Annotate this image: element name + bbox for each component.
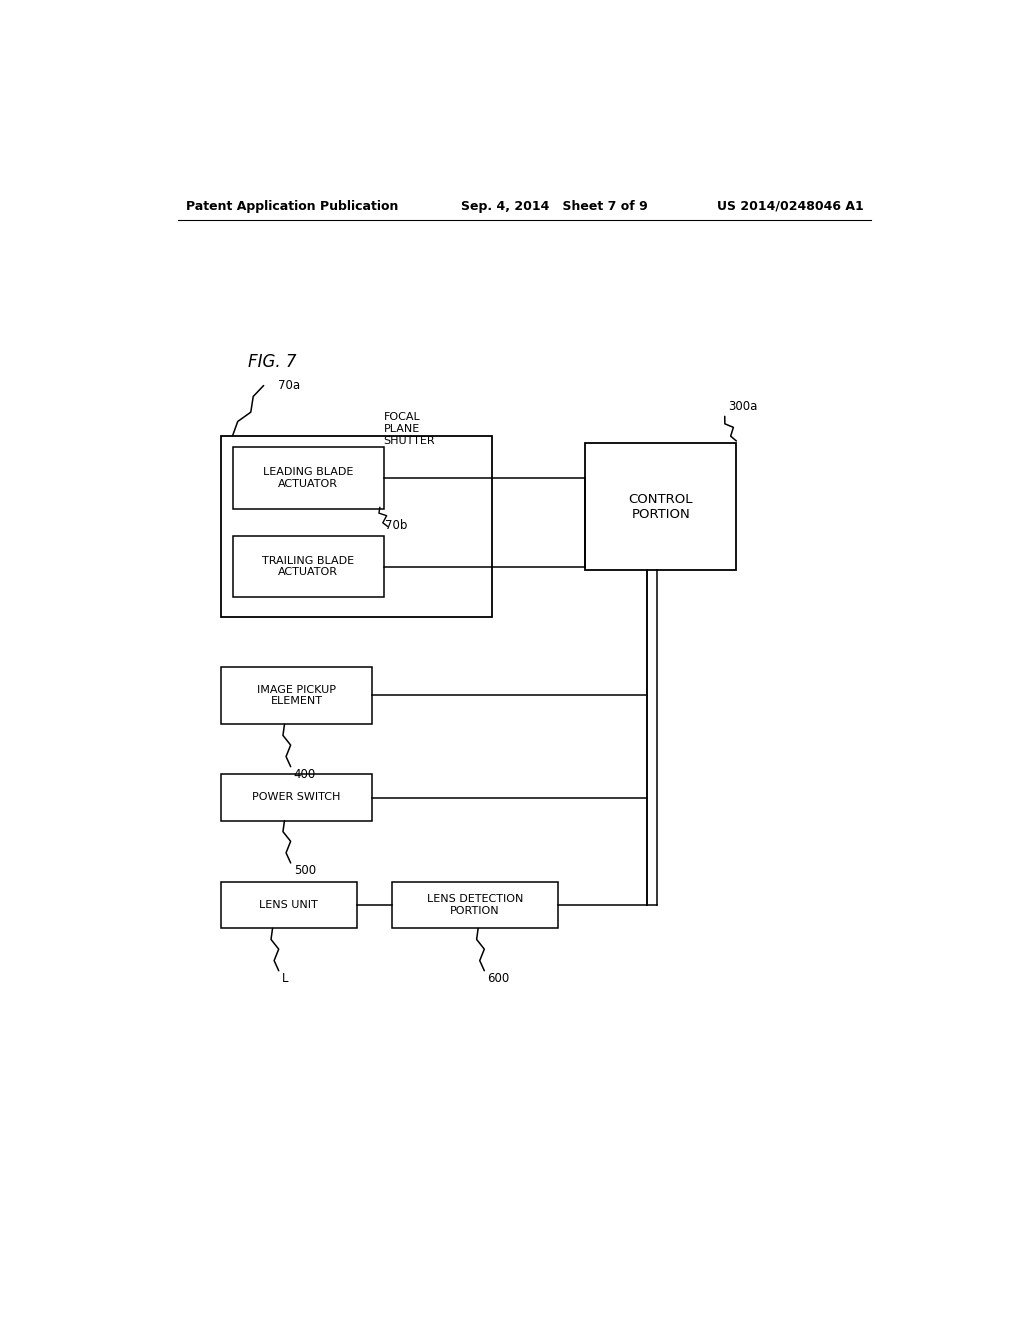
Text: 600: 600 (487, 973, 510, 985)
Text: Sep. 4, 2014   Sheet 7 of 9: Sep. 4, 2014 Sheet 7 of 9 (461, 199, 648, 213)
Bar (391, 882, 558, 928)
Text: 500: 500 (294, 865, 315, 878)
Bar (586, 444, 736, 570)
Text: Patent Application Publication: Patent Application Publication (186, 199, 398, 213)
Text: 400: 400 (294, 768, 316, 781)
Text: LENS DETECTION
PORTION: LENS DETECTION PORTION (427, 895, 523, 916)
Bar (221, 882, 356, 928)
Text: CONTROL
PORTION: CONTROL PORTION (629, 492, 693, 521)
Text: LEADING BLADE
ACTUATOR: LEADING BLADE ACTUATOR (263, 467, 353, 488)
Text: 70a: 70a (278, 379, 300, 392)
Text: IMAGE PICKUP
ELEMENT: IMAGE PICKUP ELEMENT (257, 685, 336, 706)
Text: L: L (282, 973, 289, 985)
Bar (221, 436, 493, 616)
Bar (221, 775, 372, 821)
Bar (232, 447, 384, 508)
Bar (221, 667, 372, 725)
Text: 70b: 70b (385, 519, 408, 532)
Text: FIG. 7: FIG. 7 (248, 354, 297, 371)
Text: LENS UNIT: LENS UNIT (259, 900, 318, 911)
Text: 300a: 300a (729, 400, 758, 412)
Text: TRAILING BLADE
ACTUATOR: TRAILING BLADE ACTUATOR (262, 556, 354, 577)
Text: FOCAL
PLANE
SHUTTER: FOCAL PLANE SHUTTER (384, 412, 435, 446)
Text: POWER SWITCH: POWER SWITCH (252, 792, 341, 803)
Bar (232, 536, 384, 597)
Text: US 2014/0248046 A1: US 2014/0248046 A1 (717, 199, 863, 213)
